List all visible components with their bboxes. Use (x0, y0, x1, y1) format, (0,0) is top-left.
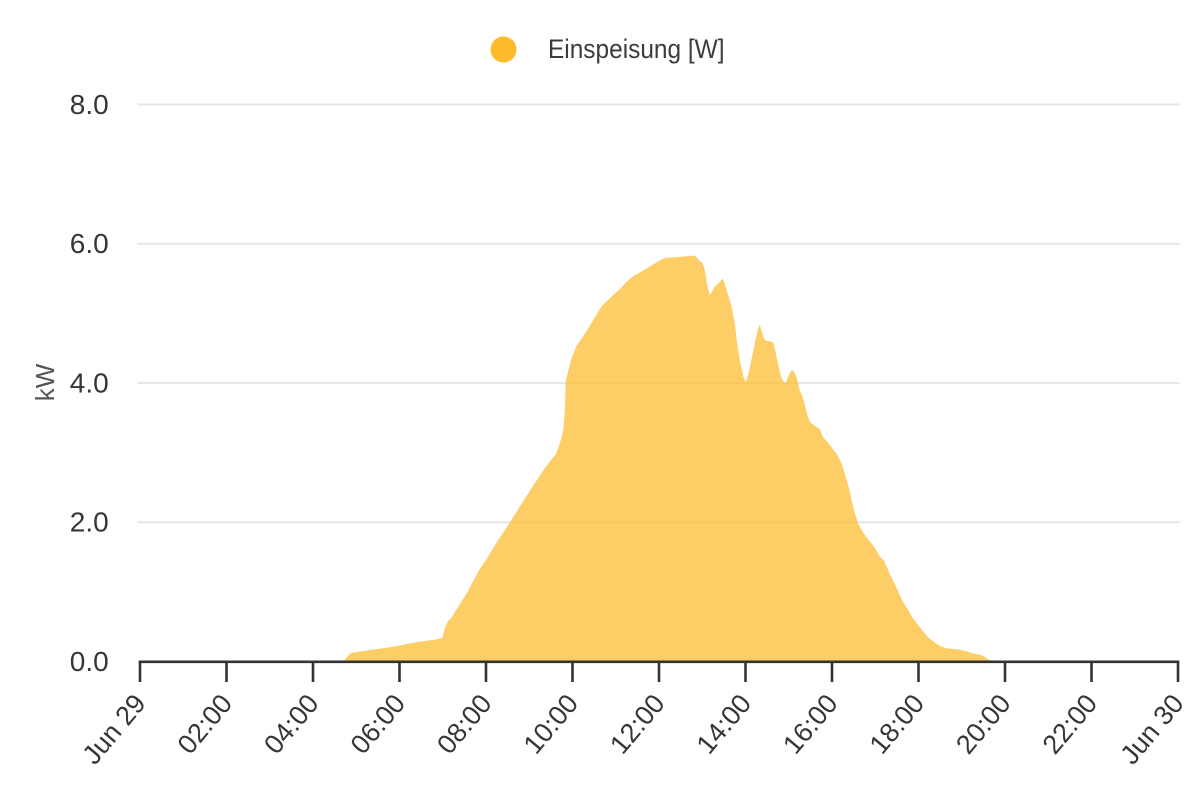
svg-text:6.0: 6.0 (70, 228, 109, 259)
svg-text:04:00: 04:00 (258, 689, 324, 760)
svg-text:8.0: 8.0 (70, 89, 109, 120)
svg-text:18:00: 18:00 (864, 689, 930, 760)
svg-text:02:00: 02:00 (172, 689, 238, 760)
svg-text:Jun 30: Jun 30 (1114, 689, 1189, 770)
svg-text:08:00: 08:00 (431, 689, 497, 760)
svg-text:0.0: 0.0 (70, 646, 109, 677)
svg-text:kW: kW (30, 363, 60, 401)
svg-text:4.0: 4.0 (70, 367, 109, 398)
svg-text:20:00: 20:00 (950, 689, 1016, 760)
svg-text:Jun 29: Jun 29 (76, 689, 151, 770)
svg-text:2.0: 2.0 (70, 507, 109, 538)
svg-text:10:00: 10:00 (518, 689, 584, 760)
svg-text:12:00: 12:00 (604, 689, 670, 760)
svg-text:14:00: 14:00 (691, 689, 757, 760)
svg-text:06:00: 06:00 (345, 689, 411, 760)
svg-text:Einspeisung [W]: Einspeisung [W] (548, 34, 725, 64)
svg-text:22:00: 22:00 (1037, 689, 1103, 760)
svg-text:16:00: 16:00 (777, 689, 843, 760)
